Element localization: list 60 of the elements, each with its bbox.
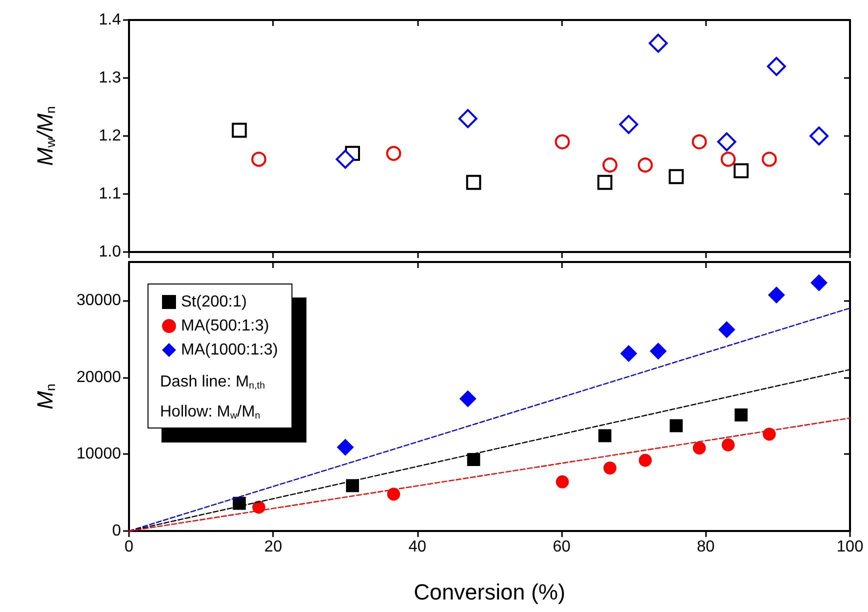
point [603,461,616,474]
x-tick-label: 60 [552,538,571,556]
point [762,152,777,167]
y-tick-label: 1.3 [98,70,122,86]
y-tick-label: 1.4 [98,12,122,28]
point [556,475,569,488]
point [602,158,618,172]
y-axis-title: Mw/Mn [32,106,58,166]
point [734,163,749,178]
point [232,122,247,138]
point [387,488,400,501]
point [718,321,736,338]
point [466,174,482,190]
point [650,342,667,360]
point [720,152,736,167]
point [386,146,402,161]
y-tick-label: 0 [112,522,122,540]
point [336,438,354,456]
y-axis-title: Mn [32,384,58,410]
point [722,438,735,452]
point [619,114,638,134]
legend-label: St(200:1) [181,294,247,310]
legend-label: MA(500:1:3) [181,318,270,334]
point [459,390,476,408]
point [467,453,480,466]
point [810,274,828,292]
y-tick-label: 1.2 [98,128,122,144]
x-tick-label: 0 [124,538,134,556]
point [809,126,828,146]
x-tick-label: 100 [836,538,864,556]
point [336,150,355,169]
point [346,479,360,492]
point [638,158,653,172]
point [692,441,706,454]
point [717,132,736,152]
point [762,428,776,441]
point [692,134,707,150]
point [458,109,478,128]
y-tick-label: 30000 [76,292,122,309]
point [638,454,652,467]
point [668,169,684,184]
point [734,408,748,422]
legend-label: MA(1000:1:3) [181,342,278,358]
point [251,152,266,167]
point [766,56,786,76]
point [768,286,785,304]
point [598,429,612,442]
point [554,134,570,150]
point [620,344,638,362]
point [670,419,683,432]
y-tick-label: 1.0 [98,244,122,260]
x-tick-label: 40 [408,538,426,556]
x-tick-label: 20 [264,538,282,556]
point [648,34,668,53]
point [597,174,612,190]
x-tick-label: 80 [696,538,715,556]
y-tick-label: 1.1 [98,186,122,202]
y-tick-label: 10000 [76,446,122,463]
x-axis-title: Conversion (%) [414,580,566,604]
y-tick-label: 20000 [76,368,122,386]
